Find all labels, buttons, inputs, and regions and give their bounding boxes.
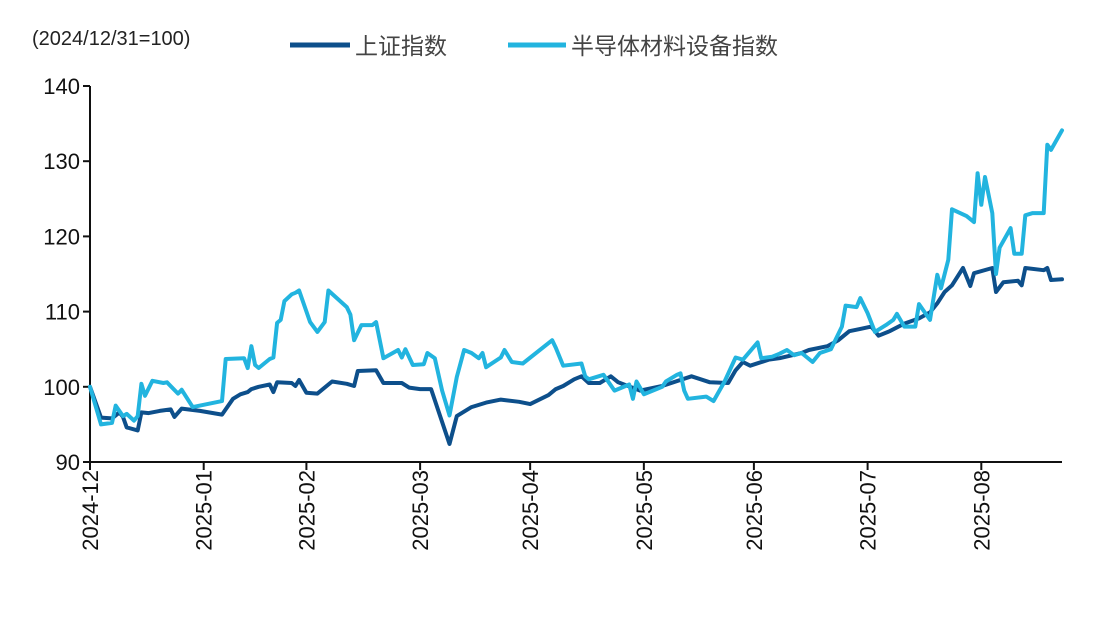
x-tick-label: 2025-01 — [192, 470, 217, 551]
series-line-shanghai — [88, 266, 1064, 446]
x-tick-label: 2025-05 — [632, 470, 657, 551]
legend-label-semiconductor: 半导体材料设备指数 — [571, 33, 778, 59]
y-tick-label: 90 — [56, 450, 80, 475]
x-tick-label: 2025-02 — [294, 470, 319, 551]
y-tick-label: 100 — [43, 375, 80, 400]
x-tick-label: 2024-12 — [78, 470, 103, 551]
x-tick-label: 2025-08 — [969, 470, 994, 551]
x-tick-label: 2025-07 — [856, 470, 881, 551]
y-tick-label: 130 — [43, 149, 80, 174]
y-tick-label: 110 — [45, 300, 80, 325]
x-tick-label: 2025-04 — [518, 470, 543, 551]
y-tick-label: 120 — [43, 224, 80, 249]
legend-label-shanghai: 上证指数 — [355, 33, 447, 59]
x-tick-label: 2025-03 — [408, 470, 433, 551]
series-line-semiconductor — [88, 128, 1064, 427]
legend: 上证指数 半导体材料设备指数 — [290, 33, 778, 59]
base-note: (2024/12/31=100) — [32, 28, 190, 50]
y-tick-label: 140 — [43, 74, 80, 99]
x-tick-label: 2025-06 — [742, 470, 767, 551]
